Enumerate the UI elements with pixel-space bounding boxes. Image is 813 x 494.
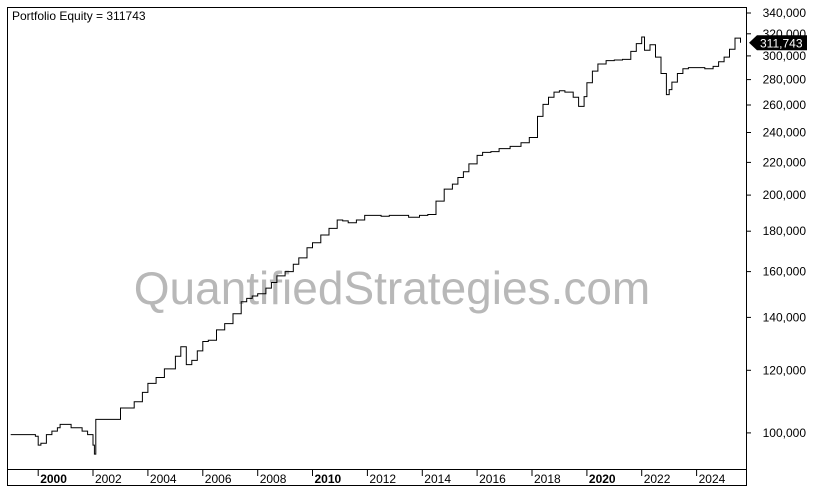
y-tick-label: 260,000	[763, 98, 807, 112]
x-axis: 2000 2002 2004 2006 2008 2010 2012 2014 2016 2018…	[37, 470, 726, 486]
x-tick-label: 2004	[150, 472, 177, 486]
y-tick-label: 160,000	[763, 265, 807, 279]
chart-title: Portfolio Equity = 311743	[12, 9, 146, 23]
x-tick-label: 2020	[589, 472, 616, 486]
y-tick-label: 220,000	[763, 155, 807, 169]
y-tick-label: 300,000	[763, 49, 807, 63]
y-tick-label: 100,000	[763, 426, 807, 440]
equity-line	[10, 36, 741, 455]
last-value-badge: 311,743	[749, 35, 807, 51]
watermark-text: QuantifiedStrategies.com	[134, 262, 651, 314]
x-tick-label: 2016	[479, 472, 506, 486]
x-tick-label: 2006	[205, 472, 232, 486]
plot-frame	[7, 7, 747, 470]
x-tick-label: 2022	[644, 472, 671, 486]
y-tick-label: 120,000	[763, 363, 807, 377]
y-tick-label: 140,000	[763, 310, 807, 324]
y-tick-label: 240,000	[763, 126, 807, 140]
last-value-badge-shape	[749, 35, 807, 51]
x-tick-label: 2018	[534, 472, 561, 486]
x-tick-label: 2014	[424, 472, 451, 486]
y-tick-label: 340,000	[763, 6, 807, 20]
x-tick-label: 2024	[699, 472, 726, 486]
x-tick-label: 2012	[369, 472, 396, 486]
last-value-label: 311,743	[760, 36, 803, 50]
y-axis: 100,000 120,000 140,000 160,000 180,000 200,0…	[746, 6, 806, 440]
x-tick-label: 2010	[315, 472, 342, 486]
y-tick-label: 200,000	[763, 188, 807, 202]
x-tick-label: 2002	[95, 472, 122, 486]
y-tick-label: 180,000	[763, 224, 807, 238]
y-tick-label: 280,000	[763, 73, 807, 87]
x-tick-label: 2008	[260, 472, 287, 486]
x-tick-label: 2000	[40, 472, 67, 486]
